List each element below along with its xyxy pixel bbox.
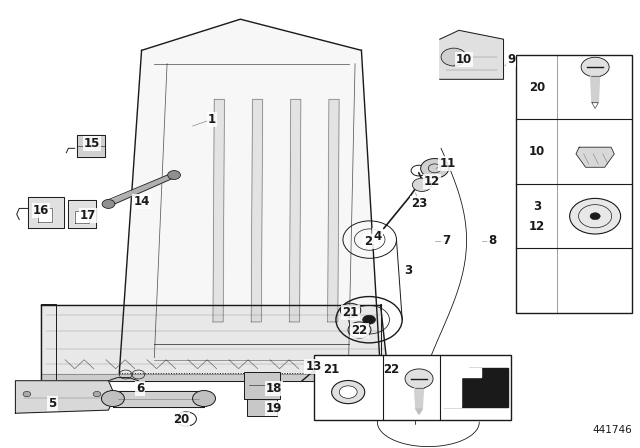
- Polygon shape: [28, 197, 64, 228]
- Polygon shape: [444, 368, 481, 407]
- Circle shape: [332, 380, 365, 404]
- Text: 16: 16: [33, 204, 49, 217]
- Bar: [246, 399, 277, 416]
- Circle shape: [590, 213, 600, 220]
- Circle shape: [441, 48, 467, 66]
- Polygon shape: [328, 99, 339, 322]
- Circle shape: [168, 171, 180, 180]
- Text: 5: 5: [48, 397, 56, 410]
- Text: 12: 12: [424, 175, 440, 188]
- Text: 12: 12: [529, 220, 545, 233]
- Text: 14: 14: [133, 195, 150, 208]
- Text: 17: 17: [80, 209, 96, 222]
- Circle shape: [581, 57, 609, 77]
- Text: 22: 22: [351, 324, 367, 337]
- Polygon shape: [591, 76, 600, 103]
- Text: 13: 13: [305, 360, 322, 373]
- Polygon shape: [576, 147, 614, 167]
- Circle shape: [101, 391, 124, 406]
- Text: 22: 22: [383, 363, 399, 376]
- Text: 6: 6: [136, 382, 145, 395]
- Polygon shape: [68, 199, 96, 228]
- Circle shape: [420, 159, 449, 178]
- Polygon shape: [38, 208, 52, 222]
- Polygon shape: [289, 99, 301, 322]
- Polygon shape: [444, 368, 508, 407]
- Text: 23: 23: [411, 198, 427, 211]
- Polygon shape: [440, 30, 504, 79]
- Polygon shape: [416, 409, 422, 414]
- Text: 3: 3: [533, 200, 541, 213]
- Circle shape: [193, 391, 216, 406]
- Circle shape: [570, 198, 621, 234]
- Polygon shape: [75, 211, 90, 223]
- Bar: [314, 355, 511, 420]
- Circle shape: [102, 199, 115, 208]
- Text: 20: 20: [529, 81, 545, 94]
- Text: 21: 21: [323, 363, 340, 376]
- Polygon shape: [77, 135, 104, 157]
- Polygon shape: [113, 391, 204, 406]
- Polygon shape: [119, 19, 381, 373]
- Circle shape: [405, 369, 433, 388]
- Text: 19: 19: [266, 402, 282, 415]
- Text: 1: 1: [207, 113, 216, 126]
- Text: 10: 10: [529, 145, 545, 158]
- Text: 3: 3: [404, 264, 412, 277]
- Text: 4: 4: [373, 229, 381, 242]
- Text: 441746: 441746: [593, 426, 632, 435]
- Polygon shape: [213, 99, 225, 322]
- Text: 9: 9: [507, 53, 515, 66]
- Circle shape: [339, 386, 357, 398]
- Text: 18: 18: [266, 382, 282, 395]
- Circle shape: [412, 178, 431, 191]
- Text: 8: 8: [488, 234, 496, 247]
- Text: 11: 11: [439, 157, 456, 170]
- Text: 21: 21: [342, 306, 358, 319]
- Circle shape: [363, 315, 376, 324]
- Text: 20: 20: [173, 414, 189, 426]
- Polygon shape: [15, 381, 115, 413]
- Polygon shape: [41, 305, 389, 381]
- Bar: [244, 372, 280, 399]
- Polygon shape: [415, 388, 424, 409]
- Bar: [516, 55, 632, 313]
- Text: 2: 2: [364, 235, 372, 248]
- Text: 10: 10: [456, 53, 472, 66]
- Circle shape: [23, 392, 31, 397]
- Text: 7: 7: [442, 234, 450, 247]
- Text: 15: 15: [84, 138, 100, 151]
- Polygon shape: [251, 99, 262, 322]
- Circle shape: [93, 392, 100, 397]
- Polygon shape: [106, 172, 176, 207]
- Polygon shape: [41, 375, 389, 381]
